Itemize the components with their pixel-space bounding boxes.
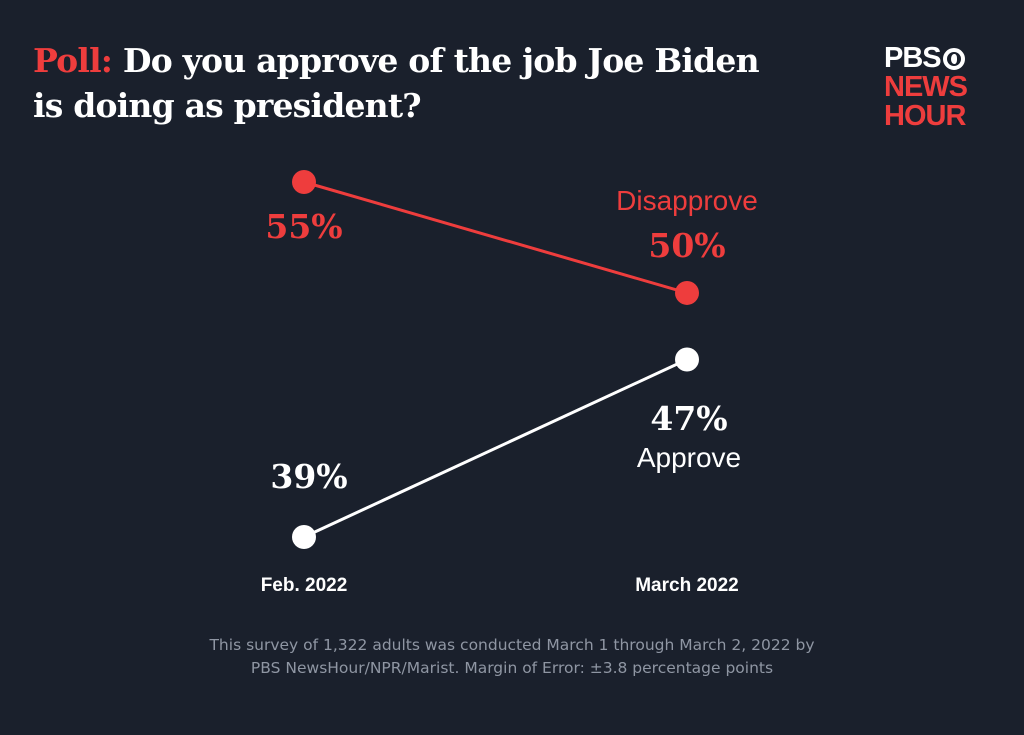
logo-hour: HOUR xyxy=(884,100,966,132)
approve-series-line xyxy=(303,358,688,539)
pbs-newshour-logo: PBS NEWS HOUR xyxy=(884,44,994,131)
logo-pbs-text: PBS xyxy=(884,42,942,74)
approve-series-label: Approve xyxy=(637,442,741,473)
approve-point-march xyxy=(675,347,699,372)
footnote-line-1: This survey of 1,322 adults was conducte… xyxy=(209,636,815,654)
logo-pbs: PBS xyxy=(884,44,994,73)
title-line-1: Do you approve of the job Joe Biden xyxy=(122,41,760,80)
disapprove-point-feb xyxy=(292,170,316,194)
logo-news: NEWS xyxy=(884,71,968,103)
disapprove-point-march xyxy=(675,280,699,305)
pbs-heads-icon xyxy=(942,47,965,70)
disapprove-series-line xyxy=(303,180,688,295)
title-line-2: is doing as president? xyxy=(33,86,422,125)
disapprove-value-march: 50% xyxy=(648,226,725,265)
x-tick-feb: Feb. 2022 xyxy=(261,575,348,596)
disapprove-value-feb: 55% xyxy=(265,207,342,246)
approve-value-march: 47% xyxy=(650,399,727,438)
chart-title: Poll: Do you approve of the job Joe Bide… xyxy=(33,38,793,128)
x-tick-march: March 2022 xyxy=(635,575,739,596)
title-prefix: Poll: xyxy=(33,41,113,80)
footnote-line-2: PBS NewsHour/NPR/Marist. Margin of Error… xyxy=(250,659,774,677)
survey-footnote: This survey of 1,322 adults was conducte… xyxy=(150,634,874,680)
disapprove-series-label: Disapprove xyxy=(616,185,758,216)
approve-value-feb: 39% xyxy=(270,457,347,496)
approve-point-feb xyxy=(292,525,316,549)
